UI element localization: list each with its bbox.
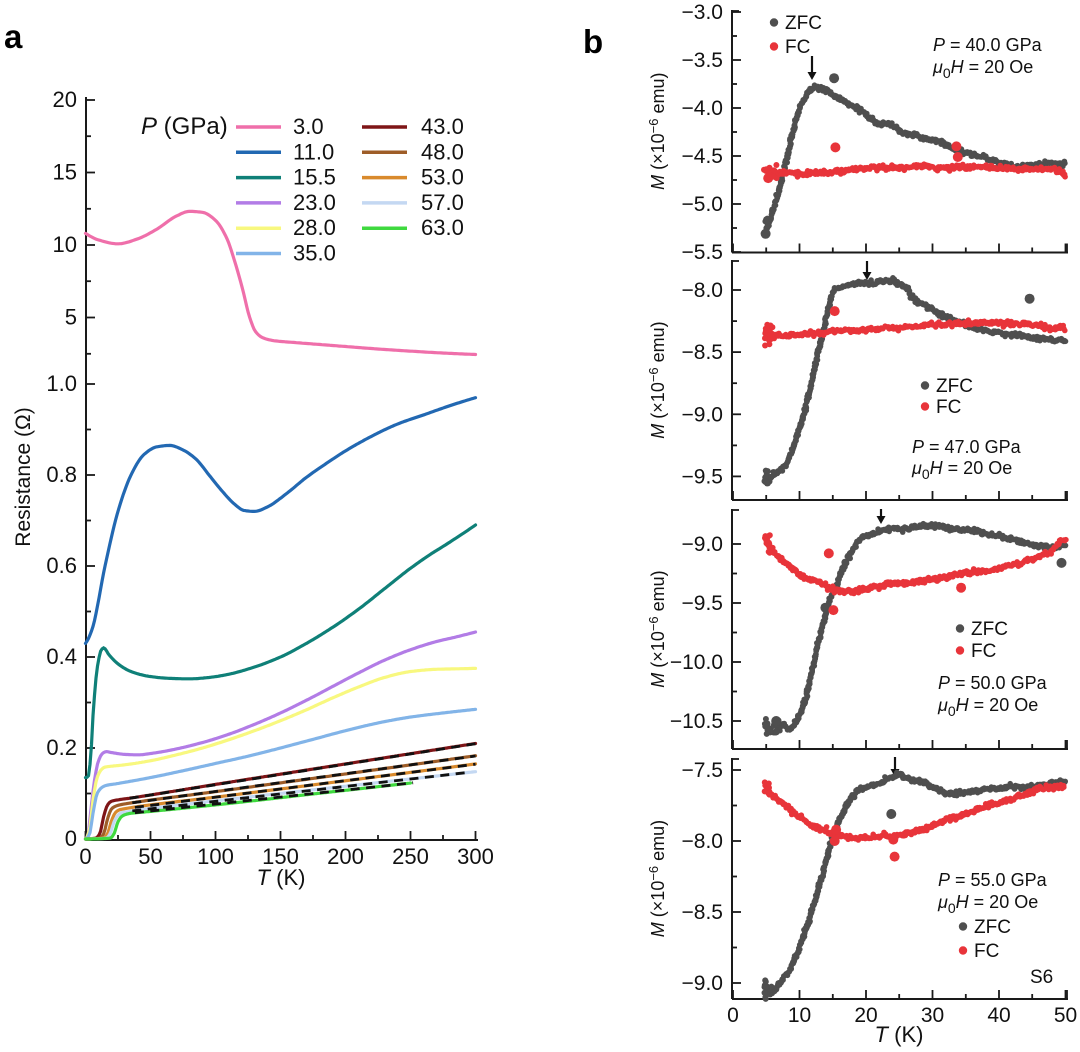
svg-text:−7.5: −7.5 — [682, 759, 723, 782]
svg-text:15.5: 15.5 — [293, 165, 336, 190]
svg-text:T (K): T (K) — [257, 865, 306, 890]
svg-text:0: 0 — [65, 826, 77, 851]
svg-text:0: 0 — [727, 1004, 739, 1027]
svg-text:Resistance (Ω): Resistance (Ω) — [12, 407, 35, 546]
svg-text:57.0: 57.0 — [421, 190, 464, 215]
svg-text:−10.0: −10.0 — [670, 651, 723, 674]
svg-text:FC: FC — [971, 641, 996, 662]
svg-text:M (×10−6 emu): M (×10−6 emu) — [646, 73, 668, 190]
svg-text:−10.5: −10.5 — [670, 710, 723, 733]
svg-text:FC: FC — [785, 37, 810, 58]
svg-text:−8.0: −8.0 — [682, 279, 723, 302]
svg-text:28.0: 28.0 — [293, 215, 336, 240]
svg-text:S6: S6 — [1030, 967, 1053, 988]
svg-text:−4.5: −4.5 — [682, 145, 723, 168]
svg-text:−3.5: −3.5 — [682, 49, 723, 72]
svg-text:11.0: 11.0 — [293, 139, 334, 164]
svg-text:35.0: 35.0 — [293, 241, 336, 266]
svg-text:a: a — [4, 18, 23, 55]
svg-text:−8.5: −8.5 — [682, 341, 723, 364]
svg-text:50: 50 — [1054, 1004, 1077, 1027]
svg-text:P = 55.0 GPa: P = 55.0 GPa — [938, 870, 1048, 890]
svg-text:M (×10−6 emu): M (×10−6 emu) — [646, 820, 668, 937]
svg-text:−8.0: −8.0 — [682, 830, 723, 853]
svg-text:−9.5: −9.5 — [682, 465, 723, 488]
svg-text:48.0: 48.0 — [421, 139, 464, 164]
svg-text:30: 30 — [921, 1004, 944, 1027]
svg-text:−9.0: −9.0 — [682, 533, 723, 556]
svg-text:200: 200 — [327, 844, 364, 869]
svg-text:−9.5: −9.5 — [682, 592, 723, 615]
svg-text:−4.0: −4.0 — [682, 97, 723, 120]
svg-text:150: 150 — [262, 844, 299, 869]
svg-text:0.4: 0.4 — [46, 644, 77, 669]
svg-text:0.6: 0.6 — [46, 553, 77, 578]
svg-text:ZFC: ZFC — [936, 376, 973, 397]
svg-text:−9.0: −9.0 — [682, 403, 723, 426]
svg-text:−8.5: −8.5 — [682, 901, 723, 924]
svg-text:ZFC: ZFC — [974, 917, 1011, 938]
svg-text:0.8: 0.8 — [46, 462, 77, 487]
svg-text:−3.0: −3.0 — [682, 1, 723, 24]
svg-text:−5.5: −5.5 — [682, 241, 723, 264]
svg-text:T (K): T (K) — [875, 1022, 924, 1047]
svg-text:15: 15 — [53, 160, 77, 185]
svg-text:250: 250 — [392, 844, 429, 869]
svg-text:ZFC: ZFC — [785, 13, 822, 34]
svg-text:M (×10−6 emu): M (×10−6 emu) — [646, 570, 668, 687]
svg-text:40: 40 — [987, 1004, 1010, 1027]
svg-text:3.0: 3.0 — [293, 114, 324, 139]
svg-text:FC: FC — [974, 941, 999, 962]
svg-text:20: 20 — [53, 87, 77, 112]
svg-text:−5.0: −5.0 — [682, 193, 723, 216]
svg-text:P (GPa): P (GPa) — [141, 113, 228, 140]
svg-text:10: 10 — [53, 232, 77, 257]
svg-text:23.0: 23.0 — [293, 190, 336, 215]
svg-text:50: 50 — [138, 844, 162, 869]
svg-text:43.0: 43.0 — [421, 114, 464, 139]
svg-text:P = 50.0 GPa: P = 50.0 GPa — [938, 673, 1048, 693]
svg-text:20: 20 — [854, 1004, 877, 1027]
svg-text:1.0: 1.0 — [46, 371, 77, 396]
svg-text:0: 0 — [79, 844, 91, 869]
svg-text:63.0: 63.0 — [421, 215, 464, 240]
svg-text:−9.0: −9.0 — [682, 972, 723, 995]
svg-text:b: b — [583, 23, 603, 60]
svg-text:M (×10−6 emu): M (×10−6 emu) — [646, 321, 668, 438]
svg-text:P = 47.0 GPa: P = 47.0 GPa — [912, 437, 1022, 457]
svg-text:53.0: 53.0 — [421, 165, 464, 190]
svg-text:5: 5 — [65, 305, 77, 330]
svg-text:ZFC: ZFC — [971, 619, 1008, 640]
svg-text:300: 300 — [457, 844, 494, 869]
svg-text:100: 100 — [197, 844, 234, 869]
svg-text:0.2: 0.2 — [46, 735, 77, 760]
svg-text:P = 40.0 GPa: P = 40.0 GPa — [933, 35, 1043, 55]
svg-text:10: 10 — [788, 1004, 811, 1027]
svg-text:FC: FC — [936, 397, 961, 418]
